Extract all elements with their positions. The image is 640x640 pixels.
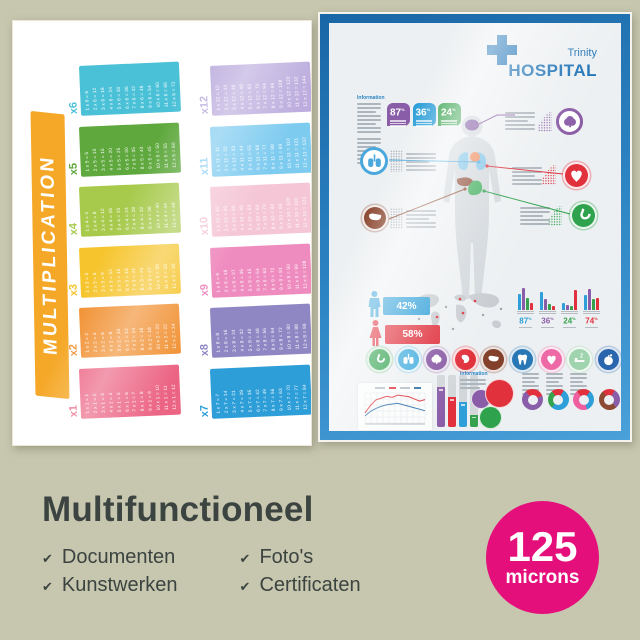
multiplication-fact: 12 x 12 = 144 [301,76,308,108]
brain-icon [563,115,576,127]
multiplication-fact: 12 x 10 = 120 [301,197,308,229]
checkmark-icon: ✔ [42,578,53,594]
table-block: 1 x 10 = 10 2 x 10 = 20 3 x 10 = 30 4 x 10 … [209,183,311,238]
feature-item: ✔ Foto's [240,546,361,569]
checkmark-icon: ✔ [239,578,251,594]
feature-label: Foto's [259,546,314,568]
feature-list: ✔ Documenten ✔ Kunstwerken ✔ Foto's ✔ Certific… [42,546,361,597]
multiplication-fact: 12 x 4 = 48 [170,202,177,229]
brain-callout [556,108,583,135]
multiplication-title-banner: MULTIPLICATION [30,110,70,400]
checkmark-icon: ✔ [42,550,53,566]
stomach-callout [570,202,597,229]
feature-label: Documenten [61,546,176,568]
lungs-icon [367,153,381,167]
hospital-poster: Trinity HOSPITAL Information 87% 36% 24% [318,12,632,442]
multiplication-fact: 12 x 6 = 72 [170,81,177,108]
heart-icon [571,170,582,182]
feature-item: ✔ Kunstwerken [42,574,178,597]
microns-badge: 125 microns [486,501,599,614]
multiplication-fact: 12 x 5 = 60 [170,142,177,168]
feature-label: Certificaten [259,574,361,596]
feature-item: ✔ Documenten [42,546,178,569]
heart-callout [563,162,590,189]
caption-block: Multifunctioneel ✔ Documenten ✔ Kunstwerken… [42,490,361,597]
multiplication-fact: 12 x 8 = 96 [301,323,308,350]
multiplication-fact: 12 x 7 = 84 [301,384,308,410]
microns-value: 125 [507,522,578,570]
headline: Multifunctioneel [42,490,314,529]
multiplication-title: MULTIPLICATION [37,153,62,357]
multiplication-fact: 12 x 11 = 132 [301,136,308,168]
checkmark-icon: ✔ [239,550,251,566]
hospital-poster-frame: Trinity HOSPITAL Information 87% 36% 24% [320,14,630,440]
multiplication-table: x11 1 x 11 = 11 2 x 11 = 22 3 x 11 = 33 4 x … [197,123,311,177]
table-block: 1 x 11 = 11 2 x 11 = 22 3 x 11 = 33 4 x 11 … [209,123,311,177]
stomach-icon [580,208,591,220]
multiplication-fact: 12 x 9 = 108 [301,260,308,289]
multiplication-fact: 12 x 1 = 12 [170,384,177,410]
table-block: 1 x 12 = 12 2 x 12 = 24 3 x 12 = 36 4 x 12 … [209,62,311,117]
liver-callout [362,205,388,231]
feature-label: Kunstwerken [61,574,178,596]
liver-icon [369,213,382,221]
lungs-callout [360,147,388,175]
feature-item: ✔ Certificaten [240,574,361,597]
multiplication-table: x10 1 x 10 = 10 2 x 10 = 20 3 x 10 = 30 4 x … [197,183,311,238]
hospital-poster-content: Trinity HOSPITAL Information 87% 36% 24% [329,23,621,431]
microns-unit: microns [505,566,580,588]
feature-column-left: ✔ Documenten ✔ Kunstwerken [42,546,178,597]
multiplication-fact: 12 x 3 = 36 [170,263,177,289]
multiplication-fact: 12 x 2 = 24 [170,323,177,350]
multiplication-table: x12 1 x 12 = 12 2 x 12 = 24 3 x 12 = 36 4 x … [197,62,311,117]
feature-column-right: ✔ Foto's ✔ Certificaten [240,546,361,597]
